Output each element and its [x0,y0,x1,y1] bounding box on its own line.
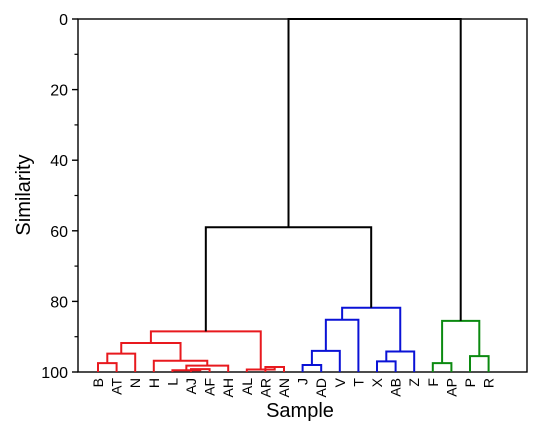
leaf-label: AP [443,378,459,397]
dendrogram-link [97,362,118,372]
leaf-label: AL [239,378,255,395]
leaf-label: L [164,378,180,386]
dendrogram-link [310,349,341,372]
dendrogram-link [469,355,490,372]
dendrogram-link [301,363,323,372]
leaf-label: N [127,378,143,388]
dendrogram-links [97,18,490,372]
leaf-label: R [481,378,497,388]
y-axis-label: Similarity [13,154,35,235]
leaf-label: AD [313,378,329,397]
leaf-label: AN [276,378,292,397]
leaf-label: AR [257,378,273,397]
y-tick-label: 0 [59,12,68,29]
plot-frame [77,18,528,373]
dendrogram-link [149,330,262,370]
x-axis-label: Sample [266,400,334,422]
dendrogram-link [120,342,182,361]
leaf-label: T [350,378,366,387]
y-tick-label: 80 [50,294,68,311]
leaf-label: B [90,378,106,387]
dendrogram-link [204,226,373,332]
leaf-labels: B AT N H L AJ AF AH AL AR AN J AD V T X AB Z F AP P R [90,377,497,397]
leaf-label: P [462,378,478,387]
leaf-label: AB [388,378,404,397]
leaf-label: Z [406,378,422,387]
leaf-label: AJ [183,378,199,394]
y-tick-label: 20 [50,83,68,100]
leaf-label: F [425,378,441,387]
leaf-label: AF [202,378,218,396]
y-tick-label: 100 [41,365,68,382]
y-tick-label: 40 [50,153,68,170]
dendrogram-link [431,362,453,372]
y-tick-label: 60 [50,224,68,241]
dendrogram-link [324,318,360,372]
leaf-label: V [332,377,348,387]
leaf-label: H [146,378,162,388]
dendrogram-link [341,306,402,352]
leaf-label: X [369,377,385,387]
axes: 0 20 40 60 80 100 [41,12,528,382]
dendrogram-link [287,18,462,321]
leaf-label: AH [220,378,236,397]
dendrogram-link [376,360,397,372]
leaf-label: J [295,378,311,385]
leaf-label: AT [109,378,125,395]
